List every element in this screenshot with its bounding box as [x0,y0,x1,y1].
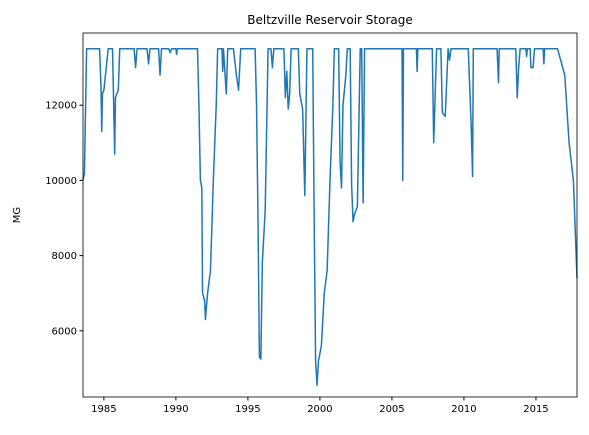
x-tick-label: 2000 [307,404,332,415]
data-line [82,48,578,387]
plot-frame [82,32,578,398]
y-tick-label: 8000 [52,251,77,262]
x-tick-label: 2015 [523,404,548,415]
y-tick-label: 6000 [52,326,77,337]
y-axis-label: MG [12,207,23,223]
x-tick-label: 1995 [235,404,260,415]
x-tick-label: 2010 [451,404,476,415]
y-tick-label: 10000 [45,176,77,187]
x-tick-label: 1990 [163,404,188,415]
x-tick-label: 1985 [91,404,116,415]
x-tick-label: 2005 [379,404,404,415]
y-tick-label: 12000 [45,101,77,112]
chart-title: Beltzville Reservoir Storage [247,13,412,27]
